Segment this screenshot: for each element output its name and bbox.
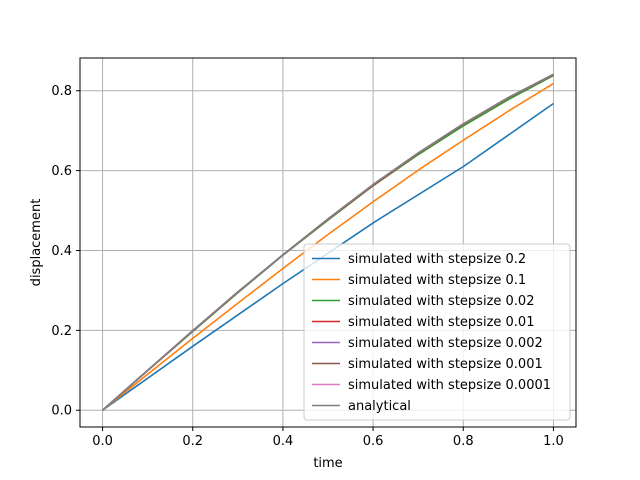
legend-box xyxy=(303,243,571,421)
series-lines xyxy=(102,73,554,411)
y-tick-label: 0.8 xyxy=(51,84,72,99)
x-tick-label: 0.2 xyxy=(182,434,203,449)
axes-frame xyxy=(79,57,577,428)
series-line-7 xyxy=(102,73,554,411)
grid xyxy=(80,58,576,427)
legend-entry-label: simulated with stepsize 0.001 xyxy=(348,357,543,372)
legend-entry-label: simulated with stepsize 0.002 xyxy=(348,336,543,351)
axis-ticks: 0.0 0.2 0.4 0.6 0.8 1.0 0.0 0.2 0.4 0.6 0.8 xyxy=(51,84,563,449)
legend-entry-label: simulated with stepsize 0.02 xyxy=(348,294,534,309)
y-axis-label: displacement xyxy=(29,199,44,287)
legend-entry-label: simulated with stepsize 0.01 xyxy=(348,315,534,330)
x-axis-label: time xyxy=(313,456,342,471)
series-line-1 xyxy=(102,82,554,411)
x-tick-label: 0.6 xyxy=(363,434,384,449)
x-tick-label: 0.0 xyxy=(92,434,113,449)
x-tick-label: 0.8 xyxy=(453,434,474,449)
y-tick-label: 0.4 xyxy=(51,244,72,259)
legend-entry-label: simulated with stepsize 0.1 xyxy=(348,273,526,288)
x-tick-label: 1.0 xyxy=(543,434,564,449)
legend: simulated with stepsize 0.2 simulated wit… xyxy=(303,243,571,421)
y-tick-label: 0.6 xyxy=(51,164,72,179)
legend-entry-label: simulated with stepsize 0.2 xyxy=(348,252,526,267)
x-tick-label: 0.4 xyxy=(273,434,294,449)
legend-entry-label: simulated with stepsize 0.0001 xyxy=(348,378,551,393)
y-tick-label: 0.2 xyxy=(51,324,72,339)
y-tick-label: 0.0 xyxy=(51,404,72,419)
legend-entry-label: analytical xyxy=(348,399,411,414)
